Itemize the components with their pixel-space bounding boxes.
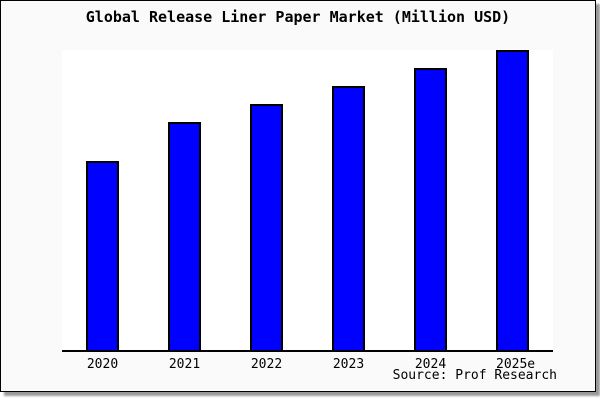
x-axis-label-2023: 2023 [332,357,365,372]
plot-area [62,50,553,352]
bar-2022 [250,104,283,350]
source-label: Source: Prof Research [392,368,557,383]
x-axis-labels: 2020 2021 2022 2023 2024 2025e [62,357,553,372]
x-axis-label-2020: 2020 [86,357,119,372]
bar-2023 [332,86,365,350]
x-axis-label-2022: 2022 [250,357,283,372]
bar-2025e [496,50,529,350]
chart-frame: Global Release Liner Paper Market (Milli… [0,0,596,392]
x-axis-label-2021: 2021 [168,357,201,372]
bar-2024 [414,68,447,350]
x-axis-label-2024: 2024 [414,357,447,372]
bar-2021 [168,122,201,350]
x-axis-label-2025e: 2025e [496,357,536,372]
chart-title: Global Release Liner Paper Market (Milli… [85,8,511,26]
bar-2020 [86,161,119,350]
bar-series [62,50,553,350]
